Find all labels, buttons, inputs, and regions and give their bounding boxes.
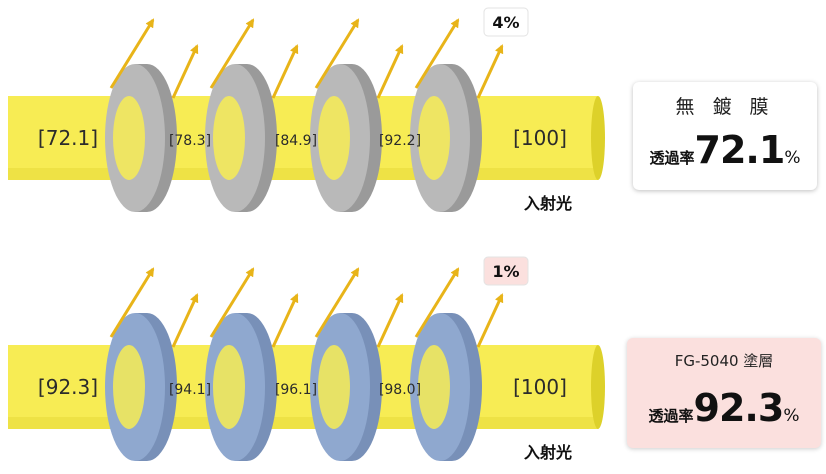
coated-reflect-arrow-back-3 xyxy=(376,293,404,348)
coated-beam-shade xyxy=(8,417,598,429)
coated-reflect-arrow-back-1 xyxy=(171,293,199,348)
coated-reflection-percent: 1% xyxy=(492,262,519,281)
uncoated-reflection-tag-bg xyxy=(483,7,529,37)
coated-transmission-value-1: [92.3] xyxy=(38,375,98,399)
uncoated-disc-window-1 xyxy=(113,96,145,180)
coated-rate-value: 92.3 xyxy=(693,386,785,430)
uncoated-reflection-tag: 4% xyxy=(483,7,529,37)
uncoated-disc-window-2 xyxy=(213,96,245,180)
uncoated-beam-end xyxy=(591,96,605,180)
uncoated-incident-label: 入射光 xyxy=(524,194,572,213)
coated-reflect-arrow-front-3 xyxy=(314,267,360,338)
uncoated-reflection-percent: 4% xyxy=(492,13,519,32)
uncoated-reflect-arrow-front-1 xyxy=(109,18,155,89)
uncoated-summary-card: 無 鍍 膜 透過率72.1% xyxy=(633,82,817,190)
coated-rate-unit: % xyxy=(783,406,800,426)
coated-transmission-value-3: [96.1] xyxy=(275,382,317,398)
coated-card-title: FG-5040 塗層 xyxy=(674,352,774,370)
coated-disc-window-4 xyxy=(418,345,450,429)
coated-rate-label: 透過率 xyxy=(648,407,694,425)
uncoated-reflect-arrow-back-4 xyxy=(476,44,504,99)
coated-incident-label: 入射光 xyxy=(524,443,572,462)
uncoated-transmission-value-4: [92.2] xyxy=(379,133,421,149)
uncoated-rate-label: 透過率 xyxy=(649,149,695,167)
uncoated-card-title: 無 鍍 膜 xyxy=(675,96,775,118)
coated-summary-card: FG-5040 塗層 透過率92.3% xyxy=(627,338,821,448)
coated-reflect-arrow-back-4 xyxy=(476,293,504,348)
uncoated-reflect-arrow-front-3 xyxy=(314,18,360,89)
coated-reflect-arrow-front-1 xyxy=(109,267,155,338)
coated-disc-window-3 xyxy=(318,345,350,429)
coated-beam-end xyxy=(591,345,605,429)
coated-reflection-tag-bg xyxy=(483,256,529,286)
uncoated-rate-value: 72.1 xyxy=(694,128,786,172)
uncoated-beam-shade xyxy=(8,168,598,180)
uncoated-transmission-value-5: [100] xyxy=(513,126,567,150)
coated-reflection-tag: 1% xyxy=(483,256,529,286)
uncoated-diagram: [72.1] [78.3] [84.9] [92.2] [100] 入射光 4% xyxy=(8,7,605,213)
uncoated-disc-window-3 xyxy=(318,96,350,180)
coated-rate-row: 透過率92.3% xyxy=(627,386,821,430)
coated-reflect-arrow-back-2 xyxy=(271,293,299,348)
coated-reflect-arrow-front-4 xyxy=(414,267,460,338)
uncoated-transmission-value-2: [78.3] xyxy=(169,133,211,149)
uncoated-rate-unit: % xyxy=(784,148,801,168)
coated-transmission-value-2: [94.1] xyxy=(169,382,211,398)
coated-reflect-arrow-front-2 xyxy=(209,267,255,338)
uncoated-reflect-arrow-front-2 xyxy=(209,18,255,89)
coated-diagram: [92.3] [94.1] [96.1] [98.0] [100] 入射光 1% xyxy=(8,256,605,462)
coated-disc-window-1 xyxy=(113,345,145,429)
coated-transmission-value-5: [100] xyxy=(513,375,567,399)
coated-disc-window-2 xyxy=(213,345,245,429)
uncoated-reflect-arrow-back-2 xyxy=(271,44,299,99)
uncoated-disc-window-4 xyxy=(418,96,450,180)
uncoated-rate-row: 透過率72.1% xyxy=(633,128,817,172)
uncoated-transmission-value-1: [72.1] xyxy=(38,126,98,150)
uncoated-transmission-value-3: [84.9] xyxy=(275,133,317,149)
coated-transmission-value-4: [98.0] xyxy=(379,382,421,398)
uncoated-reflect-arrow-front-4 xyxy=(414,18,460,89)
uncoated-reflect-arrow-back-1 xyxy=(171,44,199,99)
uncoated-reflect-arrow-back-3 xyxy=(376,44,404,99)
